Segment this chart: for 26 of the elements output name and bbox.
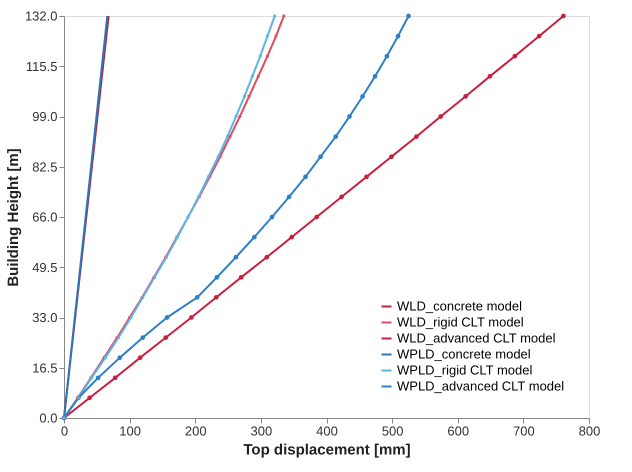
x-tick-label: 500 — [382, 424, 404, 438]
x-tick-label: 600 — [447, 424, 470, 438]
x-axis-title: Top displacement [mm] — [243, 442, 411, 458]
x-tick-label: 200 — [184, 424, 207, 438]
y-tick-label: 82.5 — [32, 159, 58, 174]
y-tick-label: 0.0 — [39, 410, 58, 426]
y-tick-label: 33.0 — [32, 310, 58, 325]
x-tick-label: 300 — [250, 424, 272, 438]
legend-label: WPLD_rigid CLT model — [397, 362, 532, 378]
legend-label: WLD_concrete model — [397, 298, 522, 314]
y-tick-label: 99.0 — [32, 109, 58, 124]
y-tick-label: 115.5 — [26, 58, 58, 74]
x-tick-label: 400 — [316, 424, 338, 438]
x-tick-label: 800 — [578, 424, 600, 438]
y-tick-label: 49.5 — [32, 260, 58, 275]
x-tick-label: 100 — [119, 424, 141, 438]
y-tick-label: 132.0 — [24, 8, 58, 24]
y-tick-label: 16.5 — [32, 360, 58, 376]
y-tick-label: 66.0 — [32, 210, 58, 224]
legend-label: WPLD_concrete model — [397, 346, 531, 362]
x-tick-label: 0 — [60, 424, 68, 438]
y-axis-title: Building Height [m] — [4, 148, 22, 287]
legend-label: WPLD_advanced CLT model — [397, 378, 564, 394]
legend-label: WLD_rigid CLT model — [397, 314, 524, 330]
x-tick-label: 700 — [513, 424, 535, 438]
legend-label: WLD_advanced CLT model — [397, 330, 556, 346]
